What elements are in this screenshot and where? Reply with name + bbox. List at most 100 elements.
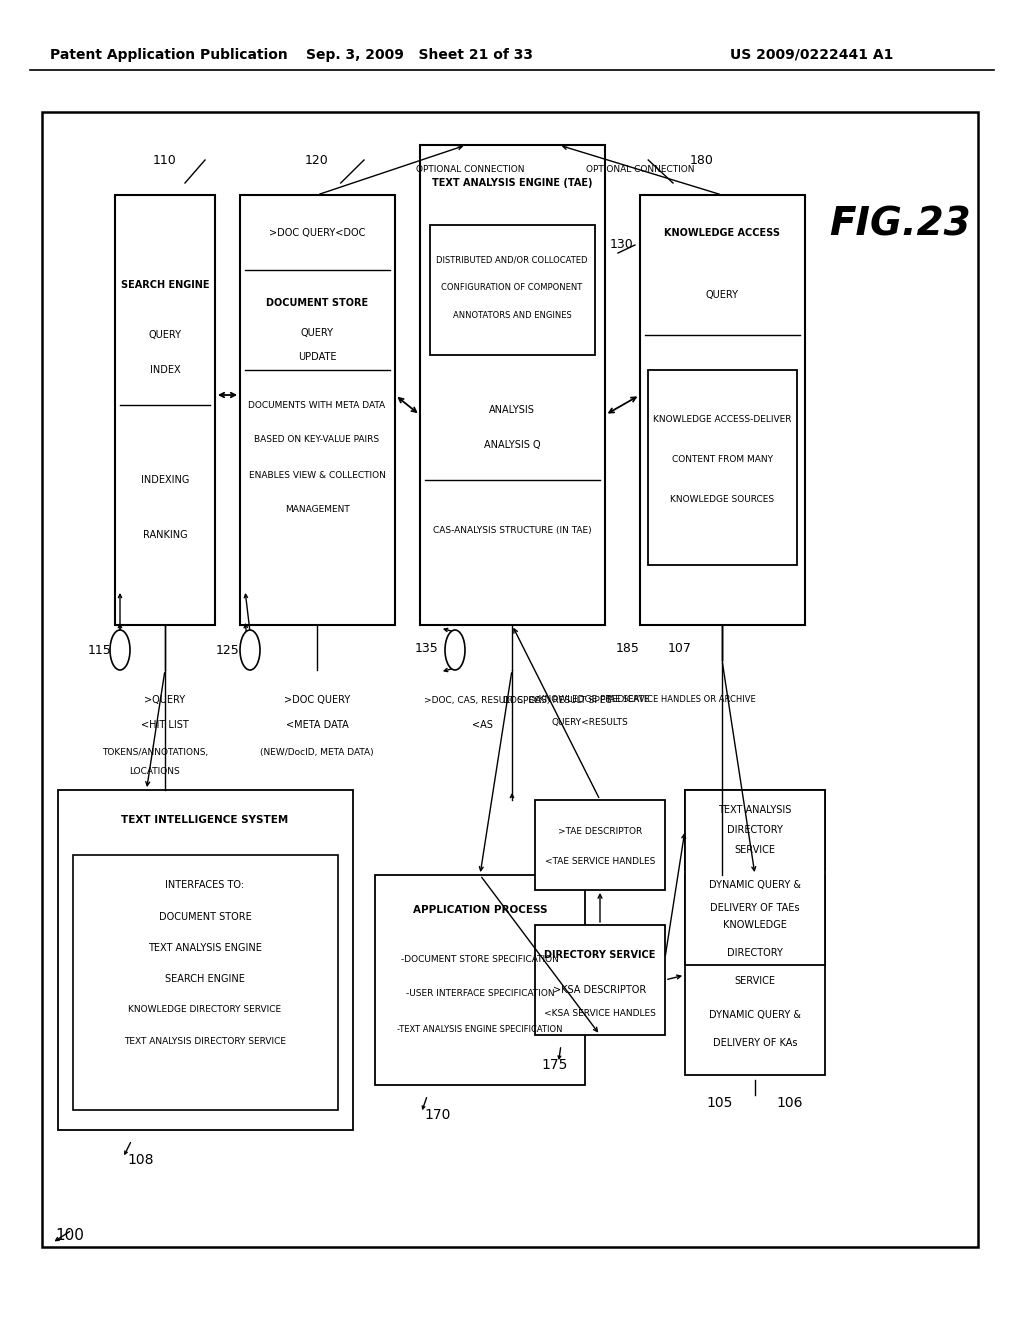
- Text: TOKENS/ANNOTATIONS,: TOKENS/ANNOTATIONS,: [101, 747, 208, 756]
- Text: TEXT ANALYSIS ENGINE (TAE): TEXT ANALYSIS ENGINE (TAE): [432, 178, 592, 187]
- Ellipse shape: [445, 630, 465, 671]
- Text: ENABLES VIEW & COLLECTION: ENABLES VIEW & COLLECTION: [249, 470, 385, 479]
- Text: INTERFACES TO:: INTERFACES TO:: [166, 880, 245, 890]
- Text: -USER INTERFACE SPECIFICATION: -USER INTERFACE SPECIFICATION: [406, 989, 554, 998]
- Text: DELIVERY OF KAs: DELIVERY OF KAs: [713, 1038, 798, 1048]
- Text: TEXT ANALYSIS ENGINE: TEXT ANALYSIS ENGINE: [148, 942, 262, 953]
- Text: SERVICE: SERVICE: [734, 845, 775, 855]
- Text: DYNAMIC QUERY &: DYNAMIC QUERY &: [709, 1010, 801, 1020]
- Bar: [535, 925, 665, 1035]
- Text: ANALYSIS: ANALYSIS: [489, 405, 535, 414]
- Ellipse shape: [240, 630, 260, 671]
- Text: RANKING: RANKING: [142, 531, 187, 540]
- Bar: [73, 855, 338, 1110]
- Bar: [240, 195, 395, 624]
- Text: QUERY: QUERY: [300, 327, 334, 338]
- Bar: [420, 145, 605, 624]
- Text: 175: 175: [542, 1059, 567, 1072]
- Text: <TAE SERVICE HANDLES: <TAE SERVICE HANDLES: [545, 858, 655, 866]
- Text: >DOC, CAS, RESULT SPEC: >DOC, CAS, RESULT SPEC: [424, 696, 540, 705]
- Text: 170: 170: [425, 1107, 452, 1122]
- Text: -TEXT ANALYSIS ENGINE SPECIFICATION: -TEXT ANALYSIS ENGINE SPECIFICATION: [397, 1026, 563, 1035]
- Text: TEXT ANALYSIS: TEXT ANALYSIS: [718, 805, 792, 814]
- Text: <HIT LIST: <HIT LIST: [141, 719, 188, 730]
- Text: -DOCUMENT STORE SPECIFICATION: -DOCUMENT STORE SPECIFICATION: [401, 956, 559, 965]
- Text: OPTIONAL CONNECTION: OPTIONAL CONNECTION: [586, 165, 694, 174]
- Text: 105: 105: [707, 1096, 733, 1110]
- Text: DYNAMIC QUERY &: DYNAMIC QUERY &: [709, 880, 801, 890]
- Bar: [430, 224, 595, 355]
- Text: 130: 130: [610, 239, 634, 252]
- Text: KNOWLEDGE: KNOWLEDGE: [723, 920, 786, 931]
- Bar: [685, 789, 825, 870]
- Text: <META DATA: <META DATA: [286, 719, 348, 730]
- Bar: [640, 195, 805, 624]
- Text: US 2009/0222441 A1: US 2009/0222441 A1: [730, 48, 893, 62]
- Text: TAE SERVICE HANDLES OR ARCHIVE: TAE SERVICE HANDLES OR ARCHIVE: [604, 696, 756, 705]
- Text: TEXT ANALYSIS DIRECTORY SERVICE: TEXT ANALYSIS DIRECTORY SERVICE: [124, 1038, 286, 1047]
- Bar: [42, 112, 978, 1247]
- Bar: [648, 370, 797, 565]
- Text: CAS-ANALYSIS STRUCTURE (IN TAE): CAS-ANALYSIS STRUCTURE (IN TAE): [433, 525, 591, 535]
- Text: (NEW/DocID, META DATA): (NEW/DocID, META DATA): [260, 747, 374, 756]
- Text: KNOWLEDGE ACCESS-DELIVER: KNOWLEDGE ACCESS-DELIVER: [652, 416, 792, 425]
- Text: QUERY: QUERY: [148, 330, 181, 341]
- Text: >KSA DESCRIPTOR: >KSA DESCRIPTOR: [553, 985, 646, 995]
- Text: CONTENT FROM MANY: CONTENT FROM MANY: [672, 455, 772, 465]
- Text: DOCUMENT STORE: DOCUMENT STORE: [266, 298, 368, 308]
- Text: DIRECTORY: DIRECTORY: [727, 825, 783, 836]
- Bar: [115, 195, 215, 624]
- Text: FIG.23: FIG.23: [829, 206, 971, 244]
- Text: KNOWLEDGE SOURCES: KNOWLEDGE SOURCES: [670, 495, 774, 504]
- Text: KNOWLEDGE DIRECTORY SERVICE: KNOWLEDGE DIRECTORY SERVICE: [128, 1006, 282, 1015]
- Text: QUERY<RESULTS: QUERY<RESULTS: [552, 718, 629, 726]
- Text: >QUERY: >QUERY: [144, 696, 185, 705]
- Text: SEARCH ENGINE: SEARCH ENGINE: [121, 280, 209, 290]
- Text: SEARCH ENGINE: SEARCH ENGINE: [165, 974, 245, 983]
- Bar: [58, 789, 353, 1130]
- Text: MANAGEMENT: MANAGEMENT: [285, 506, 349, 515]
- Text: CONFIGURATION OF COMPONENT: CONFIGURATION OF COMPONENT: [441, 284, 583, 293]
- Text: DIRECTORY SERVICE: DIRECTORY SERVICE: [545, 950, 655, 960]
- Text: LOCATIONS: LOCATIONS: [130, 767, 180, 776]
- Text: <AS: <AS: [472, 719, 493, 730]
- Text: OPTIONAL CONNECTION: OPTIONAL CONNECTION: [416, 165, 524, 174]
- Text: 120: 120: [305, 153, 329, 166]
- Text: DELIVERY OF TAEs: DELIVERY OF TAEs: [711, 903, 800, 913]
- Bar: [685, 789, 825, 965]
- Text: 180: 180: [690, 153, 714, 166]
- Text: BASED ON KEY-VALUE PAIRS: BASED ON KEY-VALUE PAIRS: [254, 436, 380, 445]
- Text: DISTRIBUTED AND/OR COLLOCATED: DISTRIBUTED AND/OR COLLOCATED: [436, 256, 588, 264]
- Ellipse shape: [110, 630, 130, 671]
- Text: 115: 115: [88, 644, 112, 656]
- Text: >KNOWLEDGE PREDICATE: >KNOWLEDGE PREDICATE: [530, 696, 649, 705]
- Text: 110: 110: [154, 153, 177, 166]
- Text: SERVICE: SERVICE: [734, 975, 775, 986]
- Text: TEXT INTELLIGENCE SYSTEM: TEXT INTELLIGENCE SYSTEM: [122, 814, 289, 825]
- Text: DIRECTORY: DIRECTORY: [727, 948, 783, 958]
- Text: INDEXING: INDEXING: [141, 475, 189, 484]
- Text: 125: 125: [216, 644, 240, 656]
- Text: Sep. 3, 2009   Sheet 21 of 33: Sep. 3, 2009 Sheet 21 of 33: [306, 48, 534, 62]
- Text: APPLICATION PROCESS: APPLICATION PROCESS: [413, 906, 547, 915]
- Text: <KSA SERVICE HANDLES: <KSA SERVICE HANDLES: [544, 1008, 656, 1018]
- Text: KNOWLEDGE ACCESS: KNOWLEDGE ACCESS: [664, 228, 780, 238]
- Text: ANALYSIS Q: ANALYSIS Q: [483, 440, 541, 450]
- Text: >DOC QUERY: >DOC QUERY: [284, 696, 350, 705]
- Text: QUERY: QUERY: [706, 290, 738, 300]
- Text: 185: 185: [616, 642, 640, 655]
- Text: 100: 100: [55, 1228, 84, 1242]
- Text: 107: 107: [668, 642, 692, 655]
- Text: 106: 106: [777, 1096, 803, 1110]
- Text: DOCUMENT STORE: DOCUMENT STORE: [159, 912, 251, 921]
- Text: INDEX: INDEX: [150, 366, 180, 375]
- Text: >TAE DESCRIPTOR: >TAE DESCRIPTOR: [558, 828, 642, 837]
- Text: Patent Application Publication: Patent Application Publication: [50, 48, 288, 62]
- Text: ANNOTATORS AND ENGINES: ANNOTATORS AND ENGINES: [453, 310, 571, 319]
- Bar: [685, 875, 825, 1074]
- Bar: [375, 875, 585, 1085]
- Text: UPDATE: UPDATE: [298, 352, 336, 362]
- Text: >DOC QUERY<DOC: >DOC QUERY<DOC: [269, 228, 366, 238]
- Text: DOCUMENTS WITH META DATA: DOCUMENTS WITH META DATA: [249, 400, 386, 409]
- Text: DOC, CAS, RESULT SPEC: DOC, CAS, RESULT SPEC: [503, 696, 611, 705]
